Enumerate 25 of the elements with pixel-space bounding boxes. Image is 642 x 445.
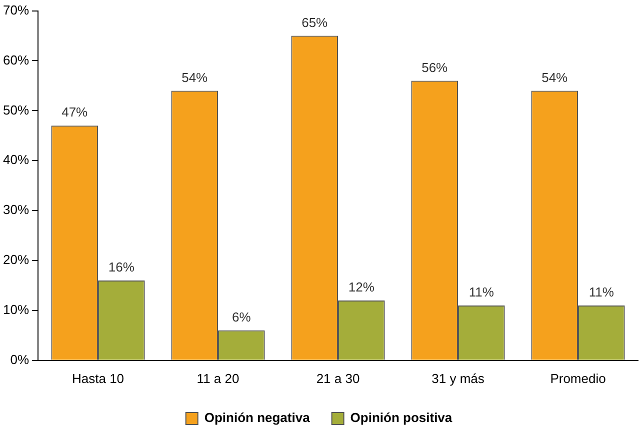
data-label: 54% (182, 70, 208, 85)
y-tick-label: 40% (2, 152, 30, 168)
x-tick-label: Promedio (550, 370, 606, 386)
y-tick-label: 30% (2, 202, 30, 218)
y-tick-label: 20% (2, 252, 30, 268)
y-tick-label: 0% (10, 352, 30, 367)
y-tick-label: 50% (2, 102, 30, 118)
y-tick-label: 70% (2, 2, 30, 18)
data-label: 65% (302, 14, 328, 30)
x-tick-label: 31 y más (432, 370, 485, 386)
data-label: 47% (62, 104, 88, 120)
data-label: 11% (588, 284, 614, 300)
y-tick-label: 10% (2, 302, 30, 318)
data-label: 16% (108, 260, 135, 275)
data-label: 6% (232, 310, 252, 325)
x-tick-label: Hasta 10 (72, 370, 124, 386)
legend-label: Opinión negativa (204, 410, 311, 426)
legend-label: Opinión positiva (350, 410, 453, 426)
x-tick-label: 21 a 30 (316, 370, 360, 386)
data-label: 12% (348, 280, 375, 295)
y-tick-label: 60% (2, 52, 30, 68)
data-label: 56% (422, 60, 448, 75)
data-label: 11% (468, 284, 494, 300)
data-label: 54% (542, 70, 568, 85)
x-tick-label: 11 a 20 (196, 370, 240, 386)
